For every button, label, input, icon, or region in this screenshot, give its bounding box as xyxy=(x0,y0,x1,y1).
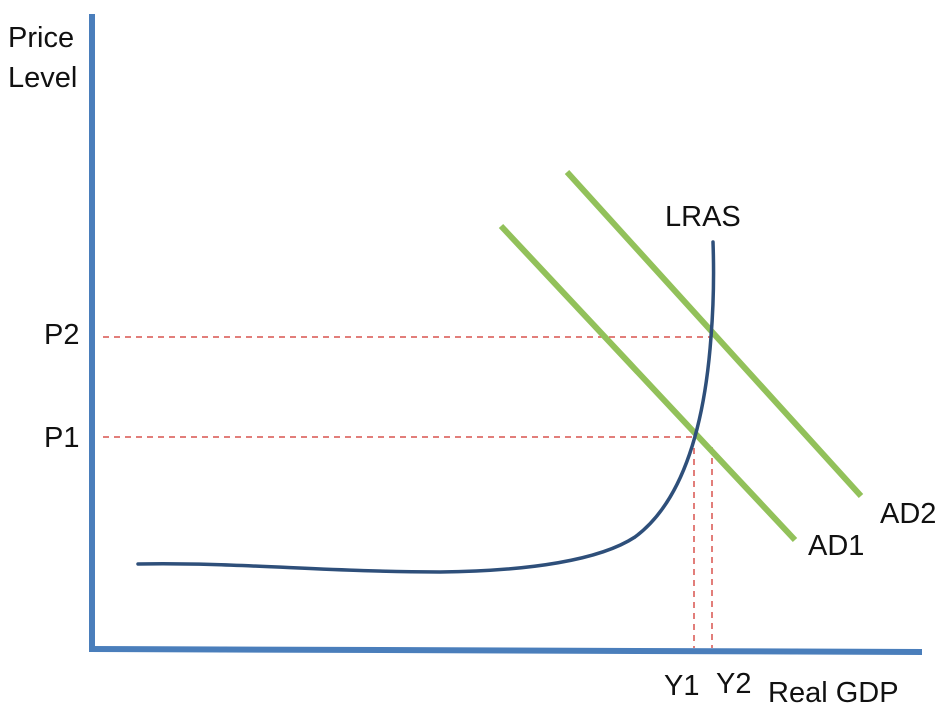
p2-label: P2 xyxy=(44,319,80,351)
y-axis-title-line2: Level xyxy=(8,62,78,94)
x-axis-title: Real GDP xyxy=(768,677,899,704)
ad2-curve xyxy=(564,169,864,499)
y-axis-title-line1: Price xyxy=(8,22,75,54)
y-axis-title: Price Level xyxy=(8,18,77,98)
x-axis xyxy=(88,646,923,655)
ad1-label: AD1 xyxy=(808,530,865,562)
y1-label: Y1 xyxy=(664,670,700,702)
ad1-curve xyxy=(498,223,798,543)
ad2-label: AD2 xyxy=(880,498,937,530)
lras-curve xyxy=(136,240,716,574)
p1-label: P1 xyxy=(44,422,80,454)
lras-label: LRAS xyxy=(665,201,741,233)
y2-label: Y2 xyxy=(716,668,752,700)
